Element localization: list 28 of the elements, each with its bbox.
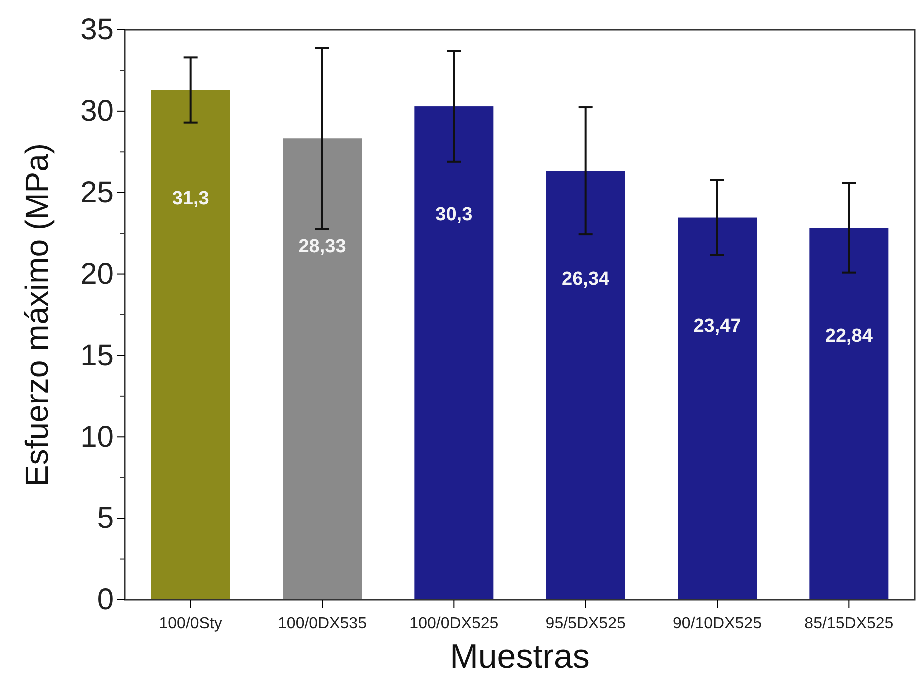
data-label: 23,47 [694, 316, 742, 337]
x-tick-label: 85/15DX525 [804, 616, 894, 633]
y-tick-label: 5 [97, 502, 114, 536]
bar [546, 171, 626, 600]
x-axis-title: Muestras [450, 638, 590, 676]
y-tick-label: 20 [80, 258, 114, 291]
x-tick-label: 90/10DX525 [673, 616, 762, 633]
x-tick-label: 100/0DX525 [410, 616, 499, 633]
y-axis-title: Esfuerzo máximo (MPa) [19, 143, 55, 487]
bar [151, 90, 230, 600]
x-tick-label: 100/0DX535 [278, 616, 368, 633]
data-label: 22,84 [825, 326, 874, 348]
x-tick-label: 95/5DX525 [546, 616, 626, 633]
bar [283, 138, 362, 600]
y-tick-label: 0 [97, 584, 114, 617]
bar [810, 228, 889, 600]
bar [414, 106, 494, 600]
x-tick-label: 100/0Sty [159, 616, 222, 633]
y-tick-label: 30 [80, 95, 114, 128]
y-tick-label: 35 [80, 14, 114, 47]
data-label: 30,3 [436, 204, 473, 226]
y-tick-label: 10 [80, 420, 114, 454]
y-tick-label: 25 [80, 176, 114, 210]
y-tick-label: 15 [80, 339, 114, 372]
data-label: 26,34 [562, 269, 610, 290]
data-label: 31,3 [172, 188, 210, 210]
data-label: 28,33 [298, 236, 346, 258]
bar [678, 218, 757, 600]
